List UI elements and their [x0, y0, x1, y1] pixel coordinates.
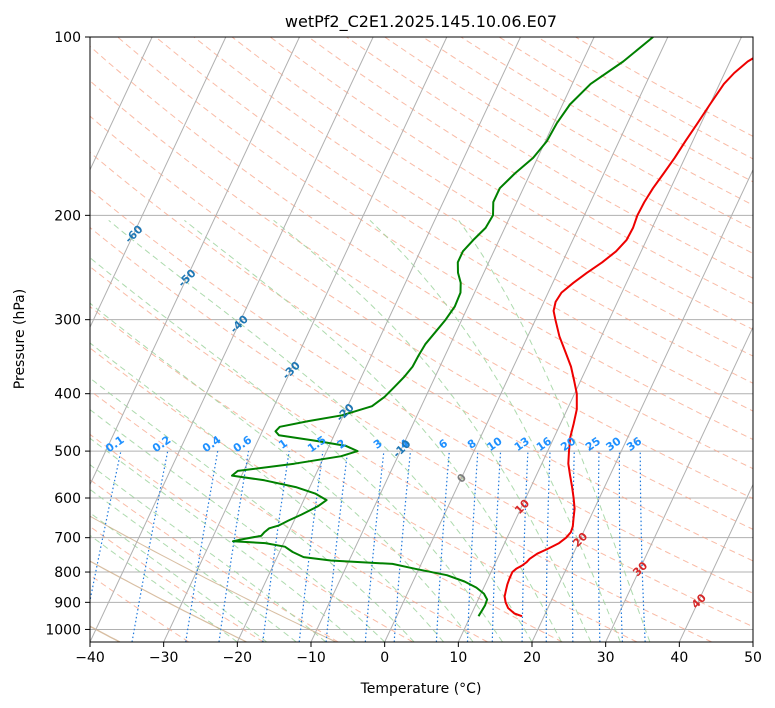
y-axis-label: Pressure (hPa) [12, 289, 28, 389]
mixing-ratio-line [364, 451, 385, 642]
dry-adiabat [90, 45, 753, 470]
moist-adiabat [90, 534, 238, 642]
dry-adiabat [90, 347, 563, 642]
y-tick-label: 600 [54, 491, 81, 507]
moist-adiabat [90, 257, 503, 642]
y-tick-label: 1000 [45, 622, 81, 638]
y-tick-label: 100 [54, 30, 81, 46]
isotherm-line [531, 168, 753, 642]
isotherm-line [678, 483, 753, 642]
x-tick-label: −20 [223, 650, 253, 666]
x-tick-label: −10 [296, 650, 326, 666]
isotherm-line [90, 37, 300, 486]
mixing-ratio-line [262, 451, 290, 642]
plot-frame [89, 36, 754, 643]
dewpoint-profile [231, 37, 654, 617]
y-tick-label: 800 [54, 565, 81, 581]
reference-curve [90, 560, 247, 642]
isotherm-line [605, 326, 753, 642]
mixing-ratio-line [218, 451, 250, 642]
reference-curve [90, 515, 337, 642]
moist-adiabat [90, 437, 356, 642]
y-tick-label: 900 [54, 595, 81, 611]
y-tick-label: 500 [54, 444, 81, 460]
moist-adiabat [90, 302, 474, 642]
moist-adiabat [108, 220, 533, 642]
skewed-isotherms [90, 37, 753, 642]
x-tick-label: 0 [380, 650, 389, 666]
dry-adiabat [90, 115, 753, 530]
reference-curves [90, 515, 337, 642]
dry-adiabat [90, 265, 712, 642]
y-tick-label: 700 [54, 531, 81, 547]
mixing-ratio-line [393, 451, 412, 642]
x-tick-label: −30 [149, 650, 179, 666]
moist-adiabat [90, 342, 444, 642]
isotherm-line [457, 37, 742, 642]
temperature-profile [503, 57, 753, 618]
x-tick-label: 10 [449, 650, 467, 666]
dry-adiabat [193, 37, 753, 384]
dry-adiabat [90, 306, 638, 642]
moist-adiabats [90, 220, 651, 642]
moist-adiabat [90, 377, 415, 642]
dry-adiabat [90, 226, 753, 628]
isotherm-line [163, 37, 448, 642]
x-axis-ticks: −40 −30 −20 −10 0 10 20 30 40 50 [75, 642, 762, 666]
y-tick-label: 400 [54, 387, 81, 403]
dry-adiabat [90, 479, 339, 642]
isotherm-line [236, 37, 521, 642]
isotherm-line [310, 37, 595, 642]
x-axis-label: Temperature (°C) [360, 681, 482, 697]
y-axis-ticks: 100 200 300 400 500 600 700 800 900 1000 [45, 30, 90, 638]
x-tick-label: 40 [670, 650, 688, 666]
chart-title: wetPf2_C2E1.2025.145.10.06.E07 [285, 12, 557, 32]
moist-adiabat [90, 488, 297, 642]
x-tick-label: 50 [744, 650, 762, 666]
moist-adiabat [90, 464, 327, 642]
dry-adiabat [90, 80, 753, 500]
moist-adiabat [90, 512, 268, 642]
dry-adiabat [90, 574, 190, 642]
x-tick-label: −40 [75, 650, 105, 666]
y-tick-label: 200 [54, 208, 81, 224]
mixing-ratio-line [325, 451, 349, 642]
isotherm-line [90, 37, 227, 329]
moist-adiabat [184, 220, 562, 642]
dry-adiabat [231, 37, 753, 357]
y-tick-label: 300 [54, 313, 81, 329]
isotherm-line [384, 37, 669, 642]
plot-area [90, 37, 753, 642]
dry-adiabat [308, 37, 753, 305]
moist-adiabat [369, 220, 621, 642]
sounding-profiles [231, 37, 753, 618]
x-tick-label: 20 [523, 650, 541, 666]
x-tick-label: 30 [597, 650, 615, 666]
moist-adiabat [90, 409, 386, 642]
isotherm-line [90, 37, 374, 642]
plot-clip-group: 0.10.20.40.611.52346810131620253036-100-… [90, 37, 753, 642]
dry-adiabat [90, 389, 488, 642]
isotherm-line [90, 37, 153, 171]
moist-adiabat [458, 220, 651, 642]
